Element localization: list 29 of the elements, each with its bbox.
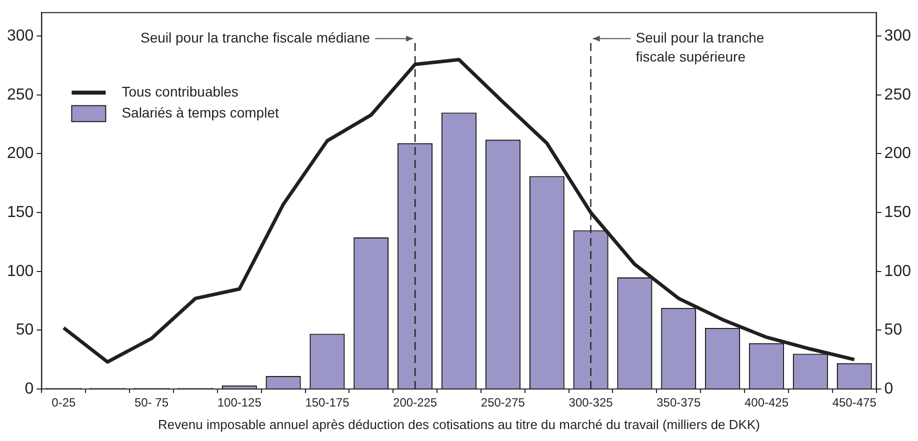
y2-tick-label: 200 (884, 145, 912, 162)
x-tick-label: 0-25 (52, 396, 76, 410)
y-tick-label: 150 (6, 204, 34, 221)
x-tick-label: 450-475 (832, 396, 877, 410)
y2-tick-label: 50 (884, 322, 902, 339)
x-tick-label: 300-325 (568, 396, 614, 410)
legend-label: Tous contribuables (122, 83, 238, 100)
y-tick-label: 50 (16, 322, 34, 339)
y2-tick-label: 0 (884, 380, 894, 398)
ref-line-label: Seuil pour la tranche fiscale supérieure (636, 29, 764, 64)
x-tick-label: 400-425 (744, 396, 789, 410)
x-tick-label: 250-275 (480, 396, 526, 410)
x-tick-label: 200-225 (393, 396, 438, 410)
y-tick-label: 250 (6, 86, 34, 104)
y2-tick-label: 250 (884, 86, 912, 104)
ref-line-label: Seuil pour la tranche fiscale médiane (140, 29, 370, 46)
x-axis-title: Revenu imposable annuel après déduction des cotisations au titre du marché du travail (milliers de DKK) (158, 416, 760, 432)
y-tick-label: 100 (6, 262, 34, 280)
x-tick-label: 150-175 (305, 396, 350, 410)
legend-label: Salariés à temps complet (122, 104, 279, 120)
y2-tick-label: 100 (884, 262, 912, 280)
x-tick-label: 350-375 (656, 396, 701, 410)
x-tick-label: 50- 75 (134, 396, 169, 410)
y2-tick-label: 150 (884, 204, 912, 221)
y-tick-label: 0 (24, 380, 34, 398)
y-tick-label: 300 (6, 28, 34, 45)
x-tick-label: 100-125 (217, 396, 262, 410)
y-tick-label: 200 (6, 145, 34, 162)
y2-tick-label: 300 (884, 28, 912, 45)
